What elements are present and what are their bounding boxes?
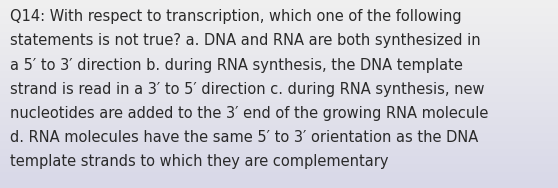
Text: strand is read in a 3′ to 5′ direction c. during RNA synthesis, new: strand is read in a 3′ to 5′ direction c… [10,82,484,97]
Text: Q14: With respect to transcription, which one of the following: Q14: With respect to transcription, whic… [10,9,461,24]
Text: statements is not true? a. DNA and RNA are both synthesized in: statements is not true? a. DNA and RNA a… [10,33,480,49]
Text: template strands to which they are complementary: template strands to which they are compl… [10,154,388,169]
Text: a 5′ to 3′ direction b. during RNA synthesis, the DNA template: a 5′ to 3′ direction b. during RNA synth… [10,58,463,73]
Text: d. RNA molecules have the same 5′ to 3′ orientation as the DNA: d. RNA molecules have the same 5′ to 3′ … [10,130,478,145]
Text: nucleotides are added to the 3′ end of the growing RNA molecule: nucleotides are added to the 3′ end of t… [10,106,488,121]
